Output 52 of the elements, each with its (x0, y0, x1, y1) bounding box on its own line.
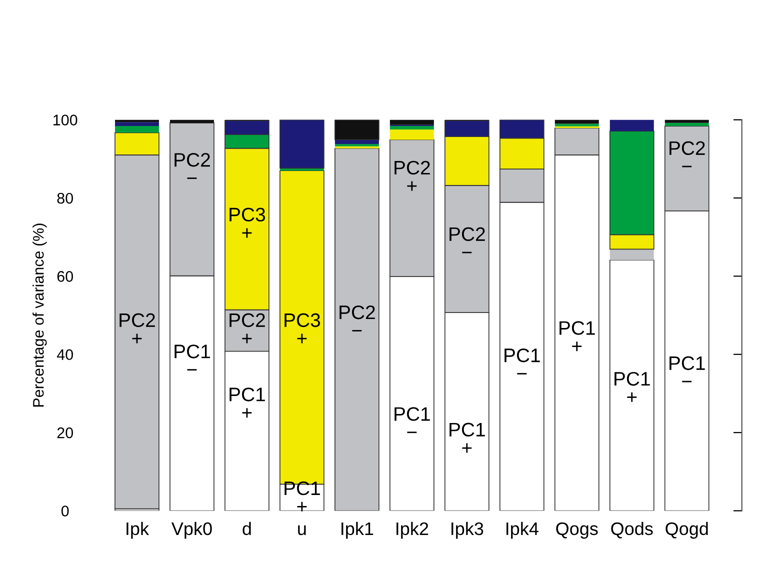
bar (170, 120, 214, 123)
annotation: PC2 + (230, 313, 265, 344)
bar (554, 120, 599, 124)
bar (610, 120, 654, 132)
annotation: PC2 + (394, 160, 430, 191)
annotation: PC3 + (230, 208, 266, 238)
x-tick-label: d (242, 522, 251, 536)
x-tick-label: u (298, 525, 306, 536)
bar (390, 120, 434, 125)
bar (390, 130, 434, 140)
y-tick-label: 0 (61, 506, 69, 516)
bar (664, 120, 709, 123)
y-tick-label: 60 (57, 271, 73, 282)
x-tick-label: Ipk4 (506, 522, 538, 539)
y-tick-label: 40 (56, 349, 73, 360)
annotation: PC2 + (120, 313, 155, 344)
annotation: PC1 + (230, 388, 265, 418)
annotation: PC1 − (670, 356, 705, 382)
bar (334, 148, 380, 511)
y-tick-label: 80 (57, 192, 73, 204)
annotation: PC3 + (284, 313, 320, 344)
y-tick-label: 20 (57, 427, 73, 438)
bar (334, 140, 379, 144)
annotation: PC2 − (670, 141, 705, 168)
bar (554, 124, 599, 126)
x-tick-label: Ipk2 (396, 522, 428, 539)
x-tick-label: Qogs (556, 522, 598, 539)
x-tick-label: Qods (611, 522, 653, 538)
bar (664, 122, 709, 126)
annotation: PC1 + (450, 422, 485, 453)
x-tick-label: Qogd (666, 522, 708, 539)
bar (610, 249, 654, 260)
x-tick-label: Ipk1 (342, 522, 374, 539)
bar (390, 126, 434, 130)
annotation: PC2 − (174, 152, 210, 179)
annotation: PC1 − (174, 344, 210, 371)
annotation: PC1 − (394, 407, 430, 434)
annotation: PC2 − (450, 227, 485, 254)
x-tick-label: Ipk (126, 522, 150, 539)
y-axis-title: Percentage of variance (%) (32, 224, 47, 407)
annotation: PC1 − (504, 348, 540, 374)
bar (114, 122, 159, 126)
annotation: PC1 + (614, 372, 650, 402)
annotation: PC1 + (560, 321, 595, 352)
x-tick-label: Ipk3 (452, 522, 484, 539)
annotation: PC2 − (340, 305, 375, 332)
bar (609, 260, 654, 511)
bar (334, 120, 380, 140)
bar (114, 126, 159, 133)
y-tick-label: 100 (54, 114, 78, 126)
x-tick-label: Vpk0 (171, 522, 212, 539)
annotation: PC1 + (284, 481, 320, 512)
